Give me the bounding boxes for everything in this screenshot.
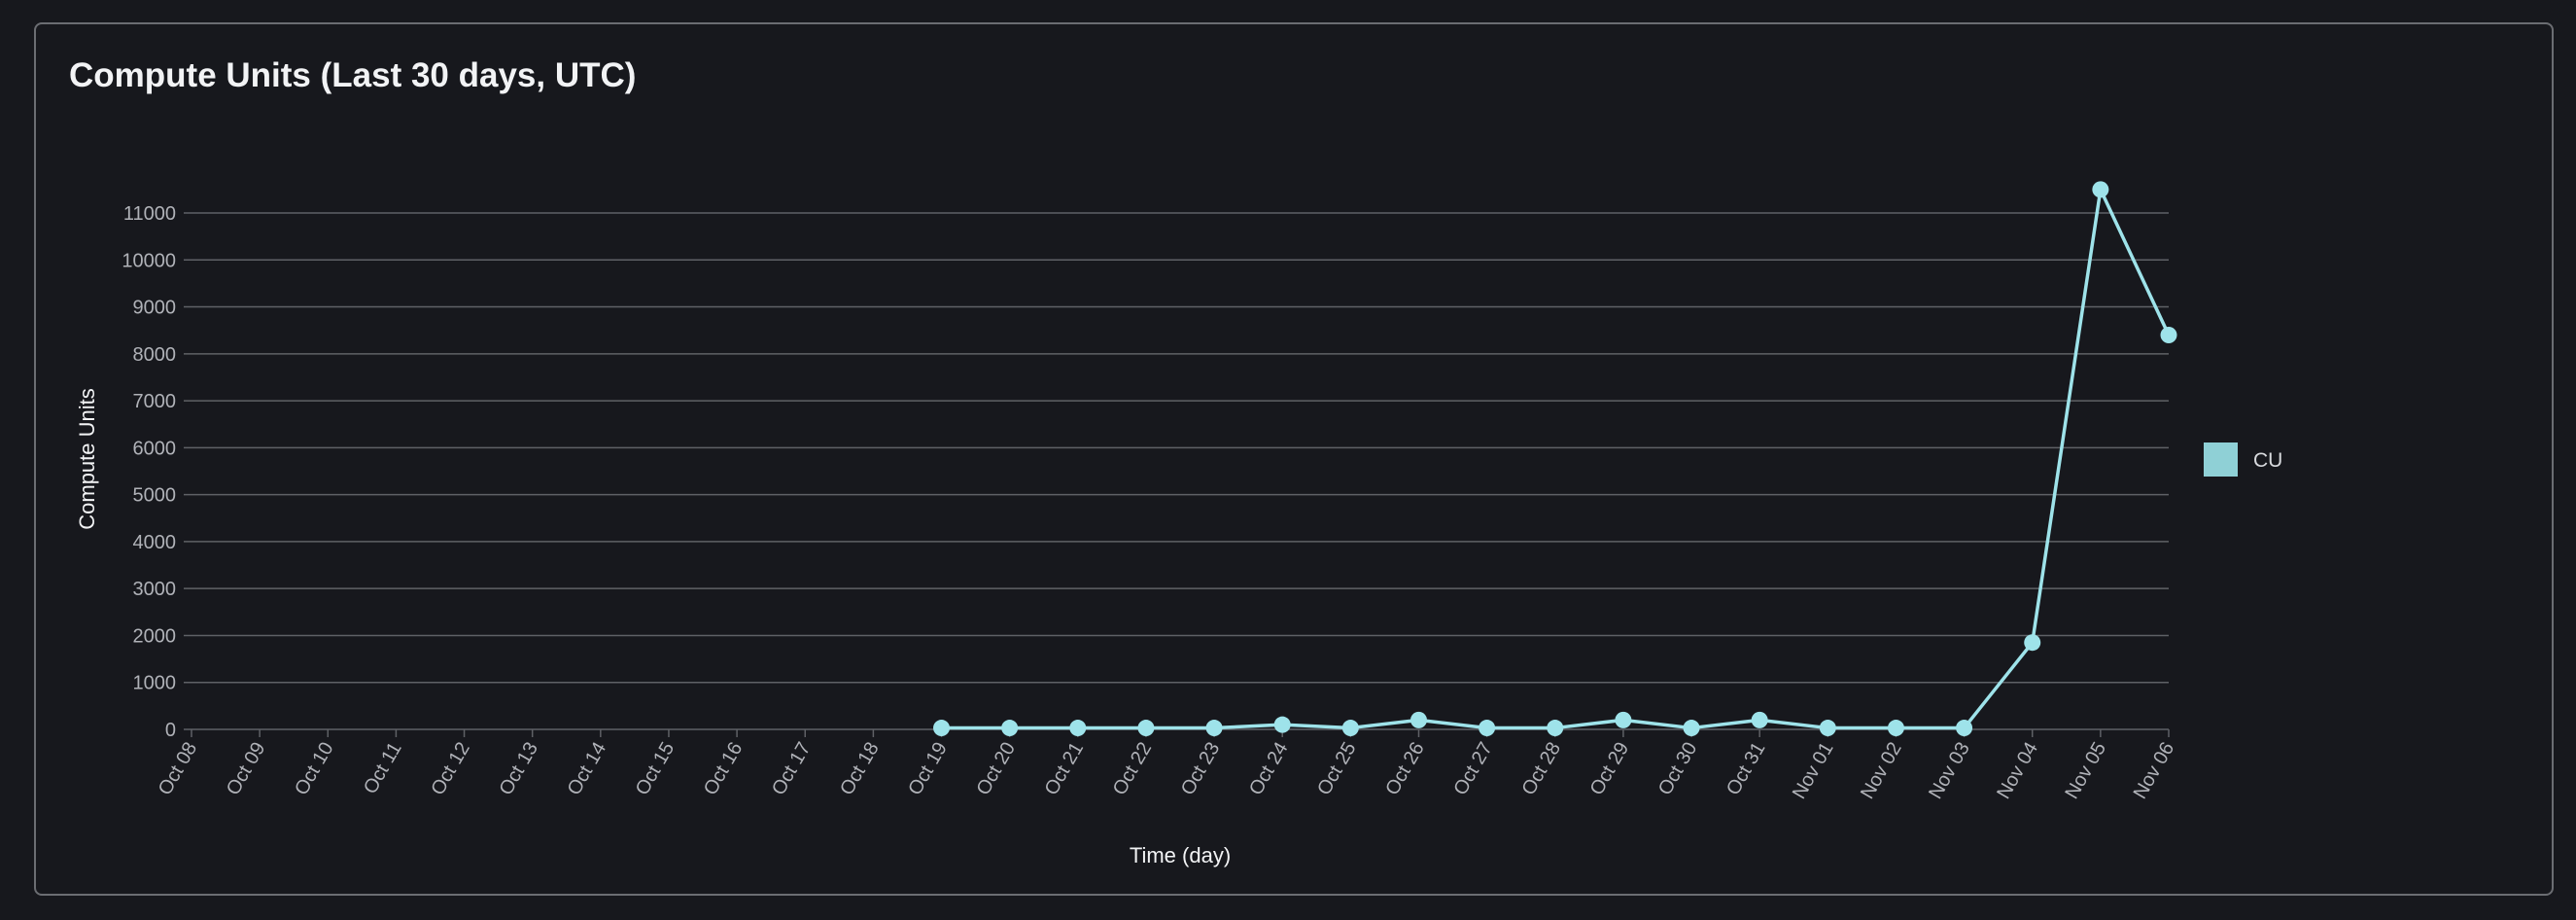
data-point[interactable]: [1683, 720, 1700, 737]
y-tick-label: 5000: [133, 485, 177, 507]
y-tick-label: 11000: [123, 203, 176, 225]
legend-swatch-cu: [2204, 442, 2238, 477]
x-axis-title: Time (day): [1130, 843, 1231, 867]
x-tick-label: Oct 27: [1449, 739, 1497, 799]
data-point[interactable]: [1341, 720, 1359, 737]
data-point[interactable]: [1819, 720, 1836, 737]
data-point[interactable]: [1069, 720, 1087, 737]
x-tick-label: Oct 21: [1041, 739, 1089, 799]
x-tick-label: Oct 29: [1586, 739, 1634, 799]
x-tick-label: Oct 15: [632, 739, 679, 799]
x-tick-label: Oct 14: [564, 739, 611, 799]
x-tick-label: Oct 28: [1518, 739, 1566, 799]
series-cu: [933, 181, 2177, 737]
x-tick-label: Oct 26: [1381, 739, 1429, 799]
data-point[interactable]: [2092, 181, 2109, 198]
data-point[interactable]: [933, 720, 951, 737]
y-tick-label: 8000: [133, 344, 177, 366]
x-tick-label: Oct 25: [1313, 739, 1361, 799]
data-point[interactable]: [1547, 720, 1564, 737]
y-tick-label: 3000: [133, 579, 177, 600]
chart-card: [34, 22, 2554, 896]
data-point[interactable]: [1479, 720, 1496, 737]
x-tick-label: Nov 01: [1789, 739, 1838, 803]
data-point[interactable]: [1410, 711, 1427, 728]
x-tick-label: Oct 10: [291, 739, 338, 799]
data-point[interactable]: [1615, 711, 1632, 728]
x-tick-label: Nov 03: [1925, 739, 1974, 803]
x-tick-label: Oct 31: [1723, 739, 1770, 799]
x-tick-label: Oct 11: [360, 739, 406, 798]
x-tick-label: Oct 13: [496, 739, 543, 799]
data-point[interactable]: [1205, 720, 1223, 737]
x-tick-label: Nov 02: [1857, 739, 1906, 803]
x-tick-label: Oct 22: [1109, 739, 1157, 799]
legend[interactable]: CU: [2204, 442, 2282, 477]
y-tick-label: 6000: [133, 438, 177, 459]
x-tick-label: Oct 12: [427, 739, 474, 799]
y-tick-label: 2000: [133, 625, 177, 647]
x-axis: Oct 08 Oct 09 Oct 10 Oct 11 Oct 12 Oct 13 Oct …: [155, 729, 2179, 803]
x-tick-label: Oct 19: [904, 739, 952, 799]
x-tick-label: Oct 24: [1245, 739, 1293, 799]
x-tick-label: Oct 30: [1654, 739, 1702, 799]
data-point[interactable]: [2024, 634, 2041, 652]
x-tick-label: Oct 18: [836, 739, 884, 799]
x-tick-label: Oct 20: [972, 739, 1020, 799]
x-tick-label: Oct 08: [155, 739, 202, 799]
y-tick-label: 4000: [133, 532, 177, 553]
y-tick-label: 10000: [122, 250, 176, 271]
x-tick-label: Oct 23: [1177, 739, 1225, 799]
y-tick-label: 1000: [133, 673, 177, 694]
legend-label-cu: CU: [2253, 449, 2282, 472]
data-point[interactable]: [1956, 720, 1973, 737]
x-tick-label: Oct 16: [700, 739, 748, 799]
gridlines: [184, 212, 2169, 730]
data-point[interactable]: [2160, 327, 2177, 344]
x-tick-label: Nov 04: [1993, 739, 2042, 803]
y-tick-label: 7000: [133, 391, 177, 412]
data-point[interactable]: [1001, 720, 1019, 737]
x-tick-label: Oct 09: [223, 739, 270, 799]
data-point[interactable]: [1887, 720, 1904, 737]
chart-title: Compute Units (Last 30 days, UTC): [69, 56, 637, 94]
data-point[interactable]: [1273, 716, 1291, 733]
series-line-cu: [941, 188, 2171, 730]
y-axis-title: Compute Units: [75, 388, 99, 530]
data-point[interactable]: [1137, 720, 1155, 737]
x-tick-label: Nov 06: [2130, 739, 2179, 803]
data-point[interactable]: [1751, 711, 1768, 728]
y-axis: 0 1000 2000 3000 4000 5000 6000 7000 8000 9000 100…: [122, 203, 176, 741]
y-tick-label: 0: [165, 720, 176, 741]
y-tick-label: 9000: [133, 298, 177, 319]
x-tick-label: Nov 05: [2061, 739, 2110, 803]
x-tick-label: Oct 17: [768, 739, 816, 799]
